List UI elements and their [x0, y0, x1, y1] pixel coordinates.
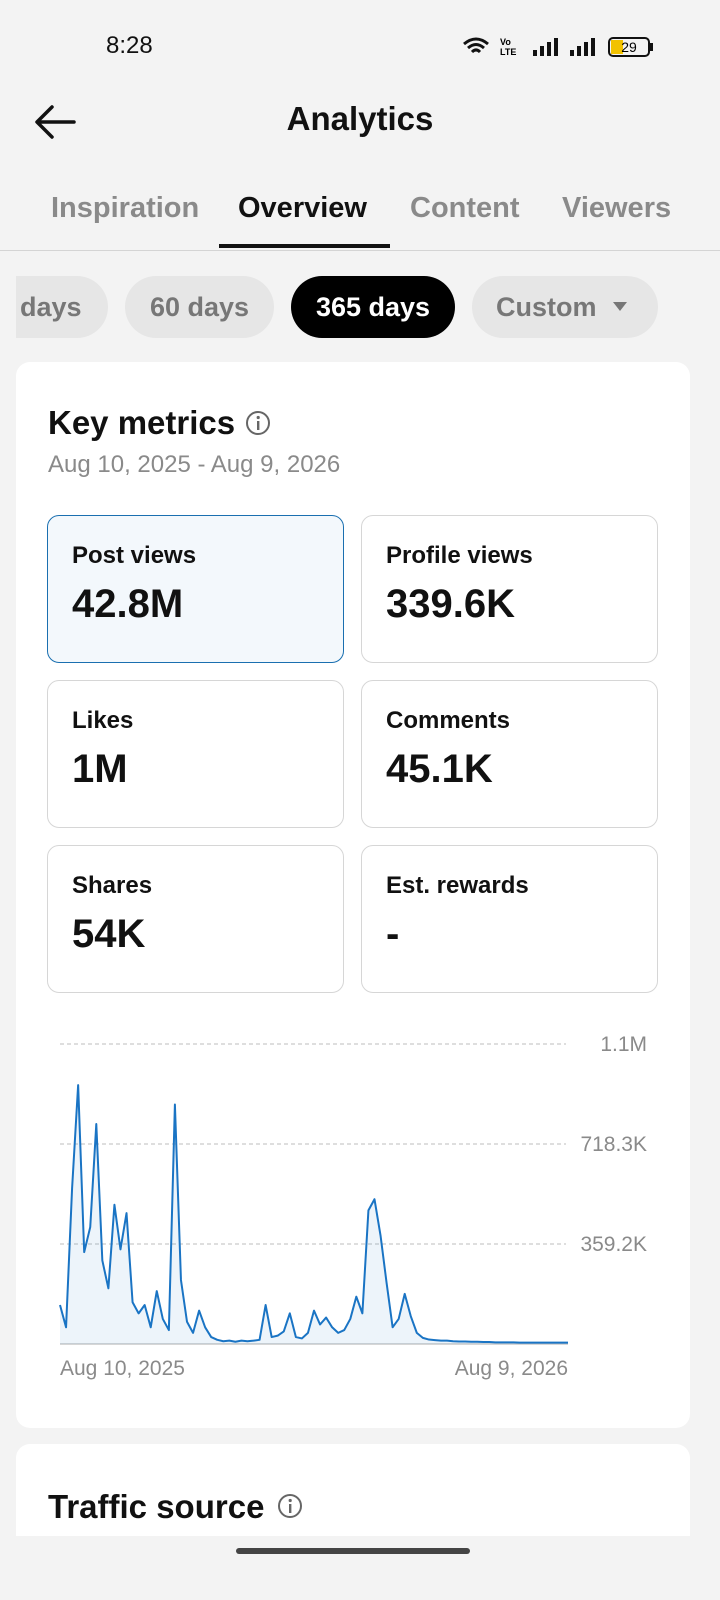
section-title: Key metrics — [48, 404, 236, 441]
metric-tile[interactable]: Comments 45.1K — [361, 680, 658, 828]
metric-value: 42.8M — [72, 582, 184, 626]
dropdown-arrow — [613, 302, 627, 311]
views-chart: 359.2K 718.3K 1.1M Aug 10, 2025 Aug 9, 2026 — [59, 1033, 647, 1380]
tab-indicator — [219, 244, 390, 248]
range-chip[interactable]: Custom — [472, 276, 658, 338]
tab[interactable]: Inspiration — [51, 192, 200, 224]
info-icon[interactable] — [276, 1492, 304, 1520]
back-button[interactable] — [30, 100, 80, 144]
metric-value: 339.6K — [386, 582, 515, 626]
area — [60, 1085, 568, 1344]
svg-text:Vo: Vo — [500, 37, 511, 47]
divider — [0, 250, 720, 251]
metric-label: Likes — [72, 707, 134, 734]
metric-tile[interactable]: Est. rewards - — [361, 845, 658, 993]
metric-label: Post views — [72, 542, 197, 569]
key-metrics-card: Key metrics Aug 10, 2025 - Aug 9, 2026 P… — [16, 362, 690, 1428]
metric-value: - — [386, 912, 400, 956]
range-chips: 30 days 60 days 365 days Custom — [16, 276, 720, 338]
tab[interactable]: Content — [410, 192, 520, 224]
metric-label: Shares — [72, 872, 153, 899]
svg-text:LTE: LTE — [500, 47, 516, 57]
line — [59, 1084, 568, 1344]
section-title: Traffic source — [48, 1488, 265, 1525]
range-chip[interactable]: 60 days — [125, 276, 274, 338]
x-tick-label: Aug 9, 2026 — [455, 1357, 568, 1380]
metric-label: Comments — [386, 707, 511, 734]
metric-value: 45.1K — [386, 747, 493, 791]
metric-tile[interactable]: Profile views 339.6K — [361, 515, 658, 663]
range-chip[interactable]: 30 days — [16, 276, 108, 338]
metric-tile[interactable]: Post views 42.8M — [47, 515, 344, 663]
battery-level: 29 — [621, 39, 637, 55]
tab[interactable]: Viewers — [562, 192, 672, 224]
date-range: Aug 10, 2025 - Aug 9, 2026 — [48, 451, 341, 478]
metric-label: Est. rewards — [386, 872, 529, 899]
metric-tile[interactable]: Shares 54K — [47, 845, 344, 993]
status-time: 8:28 — [106, 32, 153, 59]
tab[interactable]: Overview — [238, 192, 367, 224]
y-tick-label: 359.2K — [580, 1233, 647, 1256]
metric-value: 1M — [72, 747, 128, 791]
metric-label: Profile views — [386, 542, 533, 569]
range-chip[interactable]: 365 days — [291, 276, 455, 338]
chip-label: Custom — [496, 292, 597, 322]
y-tick-label: 1.1M — [600, 1033, 647, 1056]
y-tick-label: 718.3K — [580, 1133, 647, 1156]
nav-bar — [0, 1536, 720, 1600]
info-icon[interactable] — [244, 409, 272, 437]
home-indicator[interactable] — [236, 1548, 470, 1554]
metric-value: 54K — [72, 912, 146, 956]
page-title: Analytics — [286, 100, 434, 137]
x-tick-label: Aug 10, 2025 — [60, 1357, 185, 1380]
metric-tile[interactable]: Likes 1M — [47, 680, 344, 828]
